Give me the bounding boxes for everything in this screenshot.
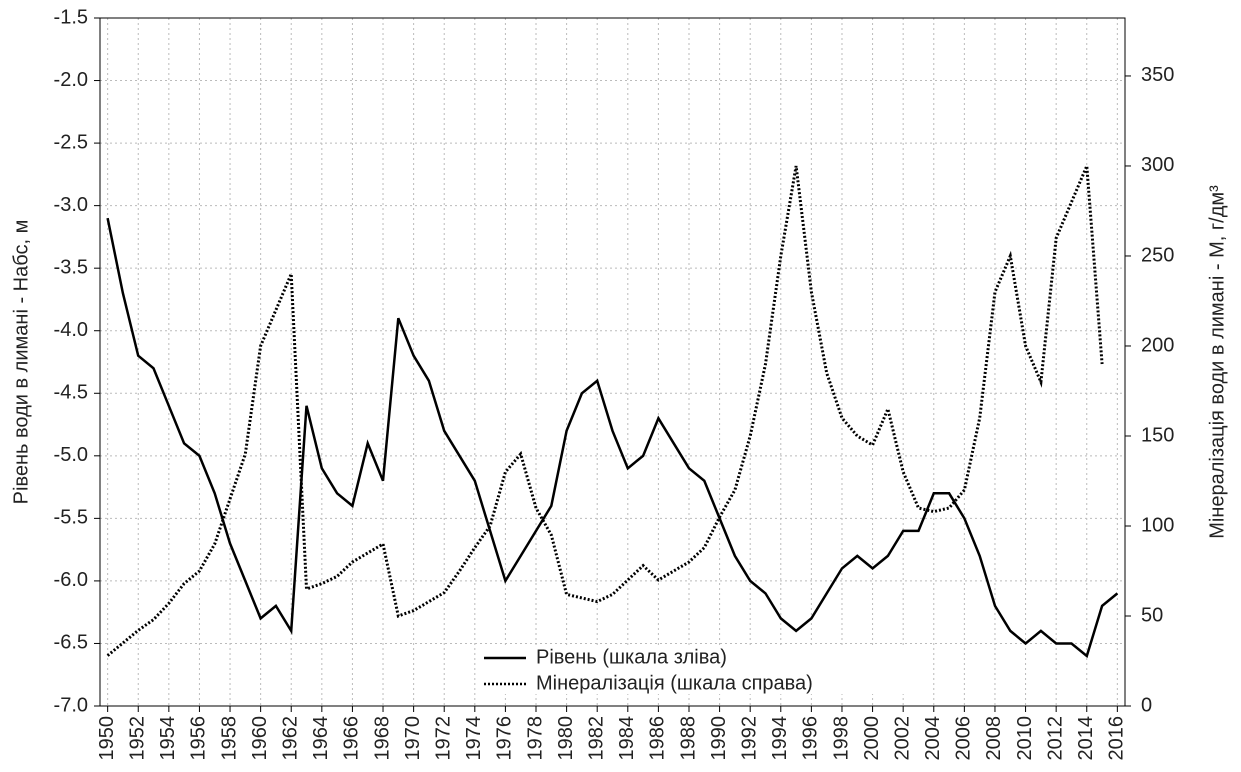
y2-tick-label: 50 [1141, 604, 1163, 626]
x-tick-label: 2012 [1044, 716, 1066, 761]
x-tick-label: 1994 [769, 716, 791, 761]
legend-box [478, 646, 918, 694]
y-tick-label: -6.5 [54, 632, 88, 654]
y-tick-label: -2.0 [54, 69, 88, 91]
x-tick-label: 2006 [953, 716, 975, 761]
x-tick-label: 1982 [585, 716, 607, 761]
x-tick-label: 1988 [677, 716, 699, 761]
x-tick-label: 1996 [800, 716, 822, 761]
x-tick-label: 1998 [830, 716, 852, 761]
x-tick-label: 1978 [524, 716, 546, 761]
x-tick-label: 2004 [922, 716, 944, 761]
y-tick-label: -2.5 [54, 131, 88, 153]
x-tick-label: 1956 [188, 716, 210, 761]
y-tick-label: -5.5 [54, 507, 88, 529]
x-tick-label: 1974 [463, 716, 485, 761]
x-tick-label: 2002 [891, 716, 913, 761]
x-tick-label: 1986 [647, 716, 669, 761]
y2-tick-label: 250 [1141, 244, 1174, 266]
x-tick-label: 1960 [249, 716, 271, 761]
x-tick-label: 1962 [280, 716, 302, 761]
series-line [106, 165, 1104, 657]
y-tick-label: -4.5 [54, 382, 88, 404]
y-tick-label: -7.0 [54, 694, 88, 716]
x-tick-label: 1980 [555, 716, 577, 761]
y-tick-label: -5.0 [54, 444, 88, 466]
x-tick-label: 1984 [616, 716, 638, 761]
y2-axis-label: Мінералізація води в лимані - М, г/дм³ [1206, 185, 1228, 539]
y2-tick-label: 150 [1141, 424, 1174, 446]
y2-tick-label: 200 [1141, 334, 1174, 356]
x-tick-label: 1972 [432, 716, 454, 761]
x-tick-label: 1954 [157, 716, 179, 761]
y-tick-label: -6.0 [54, 569, 88, 591]
x-tick-label: 1958 [218, 716, 240, 761]
legend-label: Мінералізація (шкала справа) [536, 672, 813, 694]
x-tick-label: 1964 [310, 716, 332, 761]
y-tick-label: -1.5 [54, 6, 88, 28]
y2-tick-label: 350 [1141, 64, 1174, 86]
y2-tick-label: 100 [1141, 514, 1174, 536]
y-axis-label: Рівень води в лимані - Набс, м [10, 220, 32, 505]
series-line [106, 217, 1119, 659]
x-tick-label: 2008 [983, 716, 1005, 761]
x-tick-label: 2014 [1075, 716, 1097, 761]
x-tick-label: 2010 [1014, 716, 1036, 761]
plot-frame [99, 17, 1126, 707]
y-tick-label: -3.5 [54, 256, 88, 278]
x-tick-label: 1950 [96, 716, 118, 761]
legend: Рівень (шкала зліва) Мінералізація (шкала… [478, 646, 918, 694]
x-tick-label: 1966 [341, 716, 363, 761]
x-tick-label: 1968 [371, 716, 393, 761]
x-tick-label: 1990 [708, 716, 730, 761]
x-tick-label: 1952 [127, 716, 149, 761]
x-tick-label: 2016 [1106, 716, 1128, 761]
x-tick-label: 1976 [494, 716, 516, 761]
y-tick-label: -4.0 [54, 319, 88, 341]
y2-tick-label: 0 [1141, 694, 1152, 716]
x-tick-label: 1970 [402, 716, 424, 761]
legend-label: Рівень (шкала зліва) [536, 646, 727, 668]
y-tick-label: -3.0 [54, 194, 88, 216]
x-tick-label: 2000 [861, 716, 883, 761]
y2-tick-label: 300 [1141, 154, 1174, 176]
x-tick-label: 1992 [738, 716, 760, 761]
